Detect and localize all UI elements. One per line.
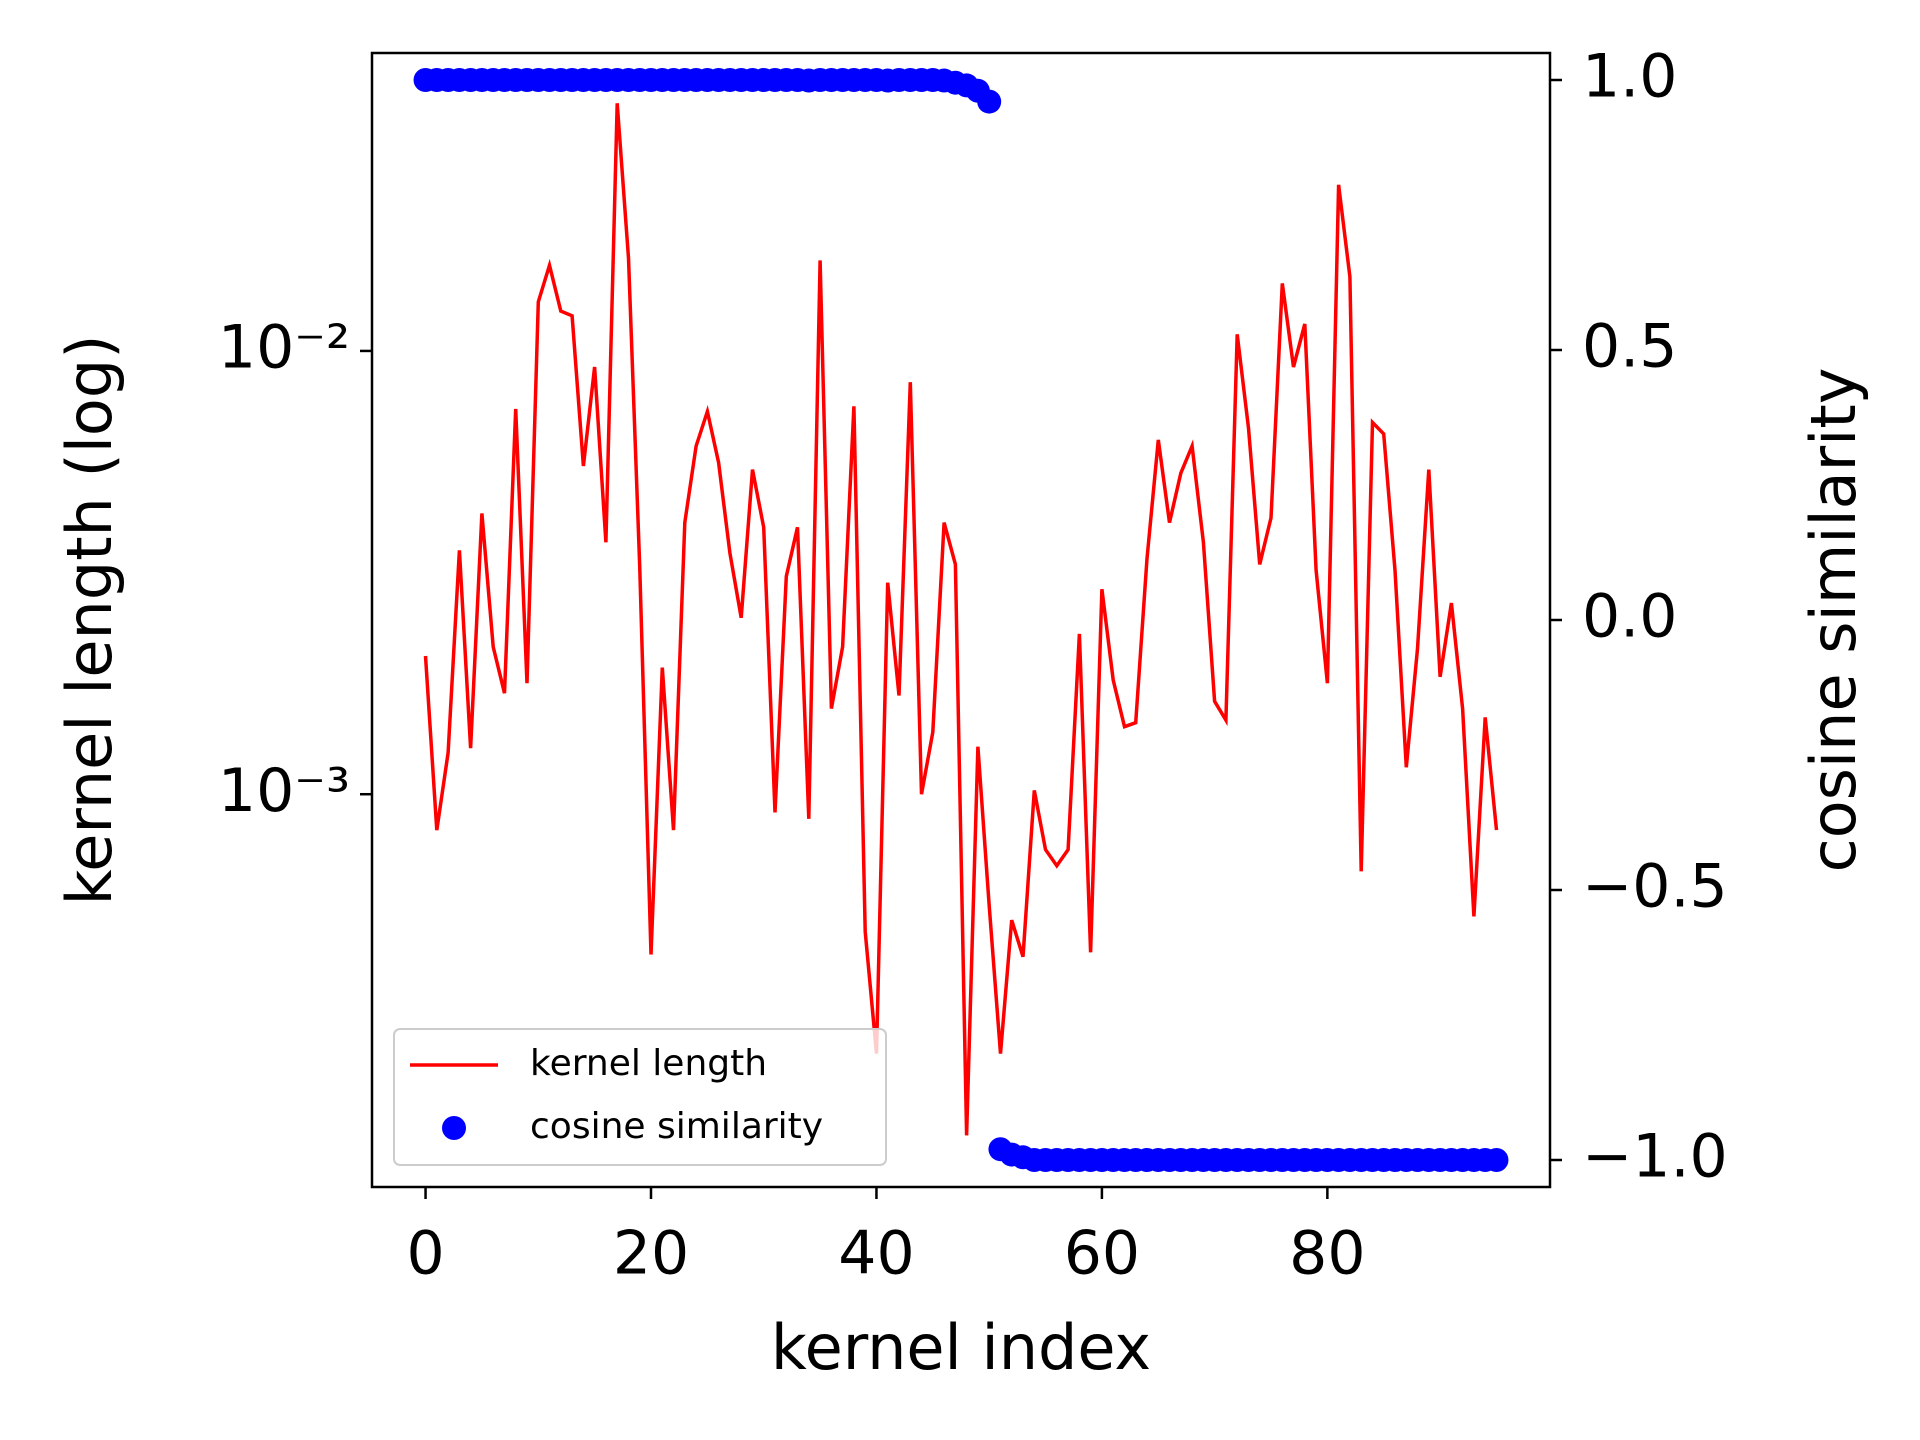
y2-axis-label: cosine similarity [1797,368,1870,873]
legend-label: kernel length [530,1043,767,1084]
x-tick-label: 80 [1289,1219,1365,1289]
x-axis-label: kernel index [771,1311,1151,1384]
y2-tick-label: 0.0 [1582,582,1677,652]
y2-tick-label: 1.0 [1582,42,1677,112]
plot-frame [370,51,1552,1189]
line [423,103,1499,1136]
x-tick-label: 60 [1064,1219,1140,1289]
y-axis-label: kernel length (log) [53,335,126,906]
y2-tick-label: −0.5 [1582,852,1728,922]
scatter-point [977,89,1002,114]
y-tick-label: 10⁻² [218,313,350,383]
y2-tick-label: 0.5 [1582,312,1677,382]
legend-box [393,1028,887,1166]
x-tick-label: 20 [613,1219,689,1289]
y-tick-label: 10⁻³ [218,756,350,826]
y2-tick-label: −1.0 [1582,1122,1728,1192]
scatter-point [1484,1148,1509,1172]
x-tick-label: 0 [406,1219,444,1289]
legend-label: cosine similarity [530,1106,823,1147]
x-tick-label: 40 [838,1219,914,1289]
legend-marker [442,1116,466,1140]
